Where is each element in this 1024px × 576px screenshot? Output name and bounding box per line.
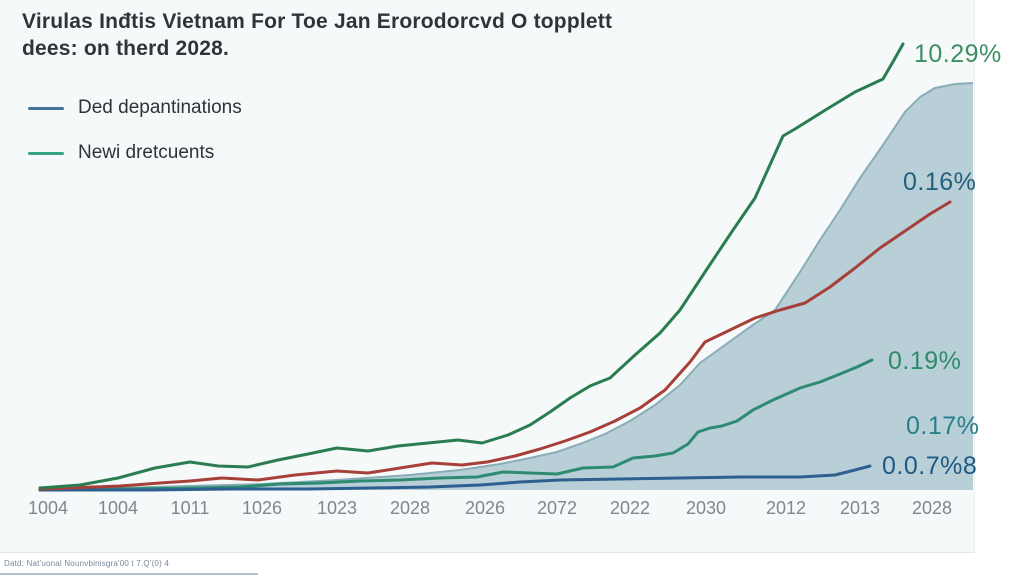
legend: Ded depantinations Newi dretcuents — [28, 96, 242, 186]
teal-line — [38, 358, 874, 492]
green-line — [38, 42, 905, 490]
shaded-area-edge — [39, 82, 974, 490]
value-label: 0.17% — [906, 412, 980, 440]
x-tick-label: 2028 — [389, 498, 431, 518]
x-tick-label: 2028 — [911, 498, 953, 518]
x-tick-label: 2030 — [685, 498, 727, 518]
red-line — [38, 200, 952, 491]
value-label: 0.19% — [888, 347, 962, 375]
legend-item-departures: Ded depantinations — [28, 96, 242, 120]
bottom-divider — [0, 573, 258, 575]
x-tick-label: 2012 — [765, 498, 807, 518]
legend-label: Ded depantinations — [78, 97, 242, 118]
chart-title-line1: Virulas Inđtis Vietnam For Toe Jan Eroro… — [22, 10, 613, 33]
source-note: Datd: Nat'uonal Nounvbinisgra'00 t 7.Q'(… — [4, 559, 170, 568]
legend-line-blue-icon — [28, 106, 64, 110]
blue-line — [38, 464, 872, 492]
x-tick-label: 1023 — [316, 498, 358, 518]
chart-title: Virulas Inđtis Vietnam For Toe Jan Eroro… — [22, 8, 662, 62]
shaded-area — [40, 83, 973, 490]
x-tick-label: 2022 — [609, 498, 651, 518]
x-tick-label: 2026 — [464, 498, 506, 518]
value-label: 0.16% — [903, 168, 977, 196]
x-tick-label: 2072 — [536, 498, 578, 518]
line-area-chart — [38, 42, 974, 492]
x-tick-label: 1004 — [27, 498, 69, 518]
value-label: 10.29% — [914, 40, 1002, 68]
value-label: 0.0.7%8 — [882, 452, 978, 480]
x-tick-label: 1026 — [241, 498, 283, 518]
legend-label: Newi dretcuents — [78, 142, 215, 163]
x-tick-label: 1004 — [97, 498, 139, 518]
x-tick-label: 1011 — [170, 498, 210, 518]
legend-line-green-icon — [28, 151, 64, 155]
x-axis: 1004 1004 1011 1026 1023 2028 2026 2072 2022 2030… — [0, 498, 974, 524]
legend-item-new: Newi dretcuents — [28, 141, 242, 165]
chart-title-line2: dees: on therd 2028. — [22, 37, 230, 60]
x-tick-label: 2013 — [839, 498, 881, 518]
